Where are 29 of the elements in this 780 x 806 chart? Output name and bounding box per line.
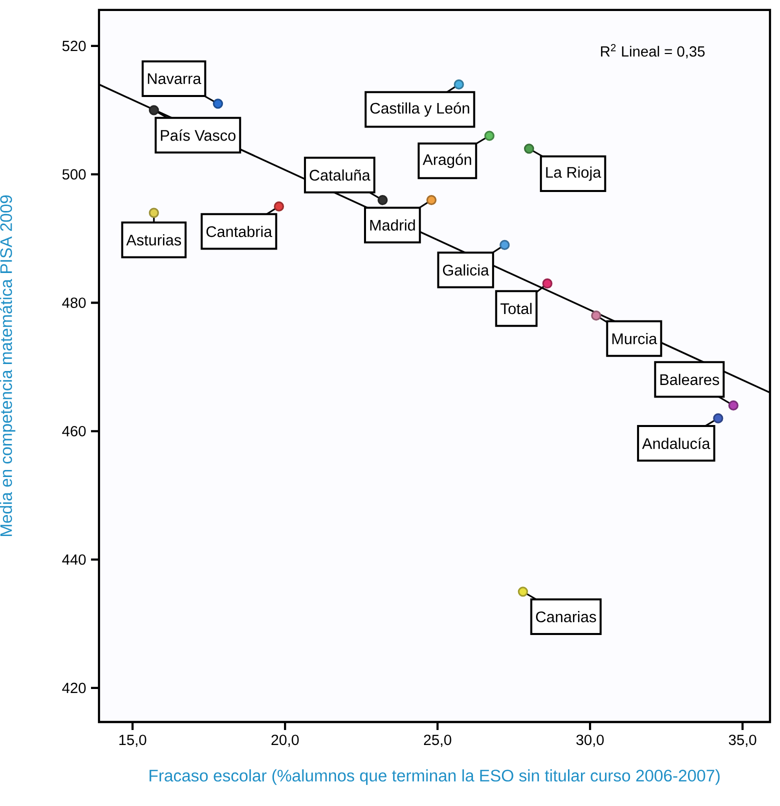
y-tick-label: 440: [62, 554, 86, 565]
annotation: Navarra: [148, 73, 202, 84]
x-tick-label: 15,0: [119, 734, 146, 747]
x-tick-label: 25,0: [424, 734, 452, 747]
annotation: Galicia: [442, 264, 490, 276]
x-tick-label: 20,0: [272, 734, 299, 747]
annotation: Madrid: [370, 219, 415, 231]
annotation: R$^{2}$ Lineal = 0,35: [601, 44, 705, 58]
annotation: Baleares: [660, 374, 720, 386]
y-axis-title: Media en competencia matemática PISA 2009: [0, 195, 16, 536]
y-tick-label: 460: [62, 426, 86, 436]
annotation: País Vasco: [160, 129, 236, 141]
x-tick-label: 30,0: [576, 734, 604, 747]
annotation: Castilla y León: [370, 102, 470, 117]
annotation: Total: [500, 302, 532, 314]
y-tick-label: 480: [62, 298, 86, 308]
y-tick-label: 420: [62, 682, 86, 694]
annotation: Cantabria: [206, 226, 272, 238]
annotation: La Rioja: [546, 166, 602, 181]
annotation: Murcia: [612, 332, 658, 344]
annotation: Andalucía: [642, 438, 710, 450]
y-tick-label: 520: [62, 40, 86, 52]
y-tick-label: 500: [62, 169, 86, 180]
annotation: Aragón: [422, 154, 472, 168]
annotation: Asturias: [126, 234, 182, 246]
annotation: Cataluña: [310, 169, 370, 181]
annotation: Canarias: [536, 611, 596, 622]
x-tick-label: 35,0: [728, 734, 756, 747]
x-axis-title: Fracaso escolar (%alumnos que terminan la ESO sin titular curso 2006-2007): [150, 769, 720, 785]
